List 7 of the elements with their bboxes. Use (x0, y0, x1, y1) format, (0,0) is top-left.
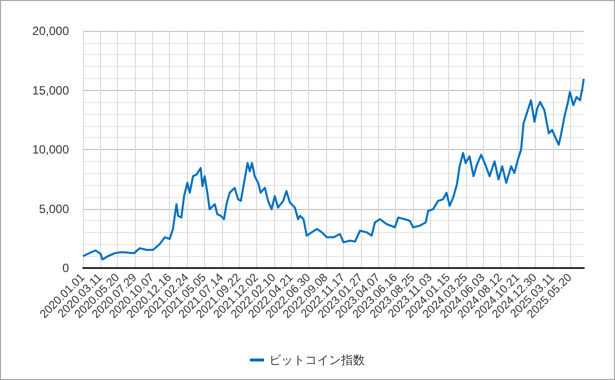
y-tick-label: 15,000 (32, 83, 70, 98)
y-tick-label: 0 (62, 261, 70, 275)
y-tick-label: 5,000 (38, 202, 70, 216)
y-tick-label: 10,000 (32, 142, 70, 156)
y-tick-label: 20,000 (32, 24, 70, 38)
legend-label: ビットコイン指数 (269, 353, 365, 367)
line-series (82, 78, 585, 260)
